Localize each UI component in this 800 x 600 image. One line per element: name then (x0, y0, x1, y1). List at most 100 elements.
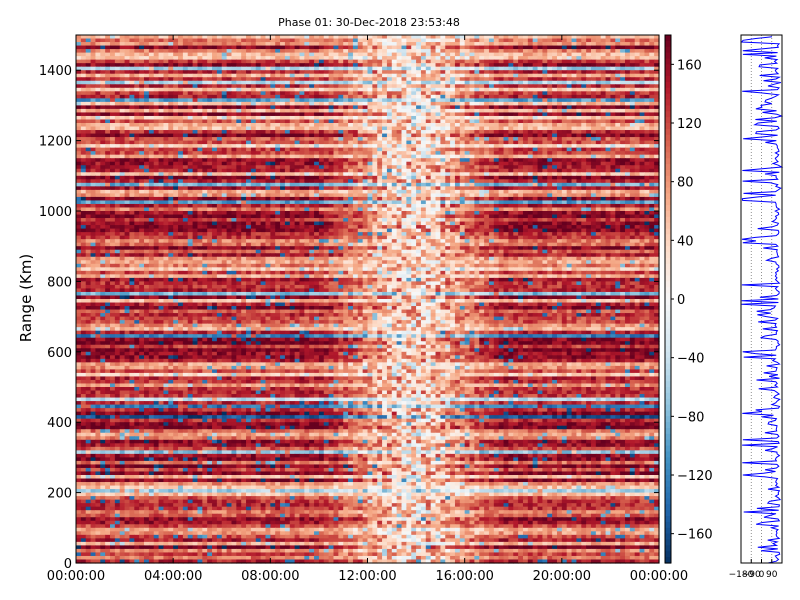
heatmap-cell (159, 98, 164, 102)
heatmap-cell (343, 137, 348, 141)
heatmap-cell (333, 84, 338, 88)
heatmap-cell (149, 155, 154, 159)
heatmap-cell (212, 155, 217, 159)
heatmap-cell (382, 109, 387, 113)
heatmap-cell (134, 162, 139, 166)
heatmap-cell (479, 63, 484, 67)
heatmap-cell (338, 134, 343, 138)
heatmap-cell (319, 179, 324, 183)
heatmap-cell (382, 39, 387, 43)
heatmap-cell (105, 148, 110, 152)
heatmap-cell (640, 172, 645, 176)
heatmap-cell (144, 137, 149, 141)
heatmap-cell (202, 95, 207, 99)
heatmap-cell (523, 49, 528, 53)
heatmap-cell (392, 105, 397, 109)
heatmap-cell (178, 105, 183, 109)
heatmap-cell (319, 77, 324, 81)
heatmap-cell (256, 63, 261, 67)
heatmap-cell (635, 109, 640, 113)
heatmap-cell (406, 46, 411, 50)
heatmap-cell (251, 77, 256, 81)
heatmap-cell (363, 84, 368, 88)
heatmap-cell (222, 169, 227, 173)
heatmap-cell (81, 53, 86, 57)
heatmap-cell (246, 74, 251, 78)
heatmap-cell (465, 60, 470, 64)
heatmap-cell (382, 158, 387, 162)
heatmap-cell (324, 112, 329, 116)
heatmap-cell (635, 84, 640, 88)
heatmap-cell (105, 102, 110, 106)
heatmap-cell (212, 172, 217, 176)
heatmap-cell (445, 63, 450, 67)
heatmap-cell (280, 35, 285, 39)
heatmap-cell (460, 84, 465, 88)
heatmap-cell (567, 165, 572, 169)
heatmap-cell (319, 84, 324, 88)
heatmap-cell (426, 84, 431, 88)
heatmap-cell (241, 49, 246, 53)
heatmap-cell (368, 144, 373, 148)
heatmap-cell (280, 141, 285, 145)
heatmap-cell (358, 91, 363, 95)
heatmap-cell (348, 141, 353, 145)
heatmap-cell (270, 158, 275, 162)
heatmap-cell (372, 179, 377, 183)
heatmap-cell (324, 176, 329, 180)
heatmap-cell (154, 127, 159, 131)
heatmap-cell (183, 137, 188, 141)
heatmap-cell (620, 130, 625, 134)
heatmap-cell (309, 116, 314, 120)
heatmap-cell (256, 123, 261, 127)
heatmap-cell (576, 35, 581, 39)
heatmap-cell (518, 176, 523, 180)
heatmap-cell (91, 158, 96, 162)
heatmap-cell (222, 46, 227, 50)
heatmap-cell (576, 102, 581, 106)
heatmap-cell (620, 49, 625, 53)
heatmap-cell (329, 35, 334, 39)
heatmap-cell (368, 84, 373, 88)
heatmap-cell (261, 151, 266, 155)
heatmap-cell (309, 130, 314, 134)
heatmap-cell (557, 98, 562, 102)
heatmap-cell (557, 112, 562, 116)
heatmap-cell (363, 134, 368, 138)
heatmap-cell (508, 56, 513, 60)
heatmap-cell (387, 112, 392, 116)
heatmap-cell (538, 98, 543, 102)
heatmap-cell (314, 123, 319, 127)
heatmap-cell (523, 130, 528, 134)
heatmap-cell (606, 53, 611, 57)
heatmap-cell (557, 123, 562, 127)
heatmap-cell (474, 88, 479, 92)
heatmap-cell (207, 112, 212, 116)
heatmap-cell (168, 148, 173, 152)
heatmap-cell (499, 84, 504, 88)
heatmap-cell (411, 53, 416, 57)
heatmap-cell (295, 112, 300, 116)
heatmap-cell (324, 148, 329, 152)
heatmap-cell (207, 74, 212, 78)
heatmap-cell (178, 151, 183, 155)
heatmap-cell (343, 109, 348, 113)
heatmap-cell (363, 56, 368, 60)
heatmap-cell (115, 105, 120, 109)
heatmap-cell (168, 84, 173, 88)
heatmap-cell (86, 102, 91, 106)
heatmap-cell (100, 53, 105, 57)
heatmap-cell (431, 105, 436, 109)
heatmap-cell (567, 70, 572, 74)
heatmap-cell (474, 70, 479, 74)
heatmap-cell (81, 165, 86, 169)
heatmap-cell (397, 60, 402, 64)
heatmap-cell (538, 155, 543, 159)
heatmap-cell (159, 172, 164, 176)
heatmap-cell (295, 179, 300, 183)
heatmap-cell (402, 165, 407, 169)
heatmap-cell (382, 95, 387, 99)
heatmap-cell (125, 84, 130, 88)
heatmap-cell (159, 39, 164, 43)
heatmap-cell (329, 179, 334, 183)
